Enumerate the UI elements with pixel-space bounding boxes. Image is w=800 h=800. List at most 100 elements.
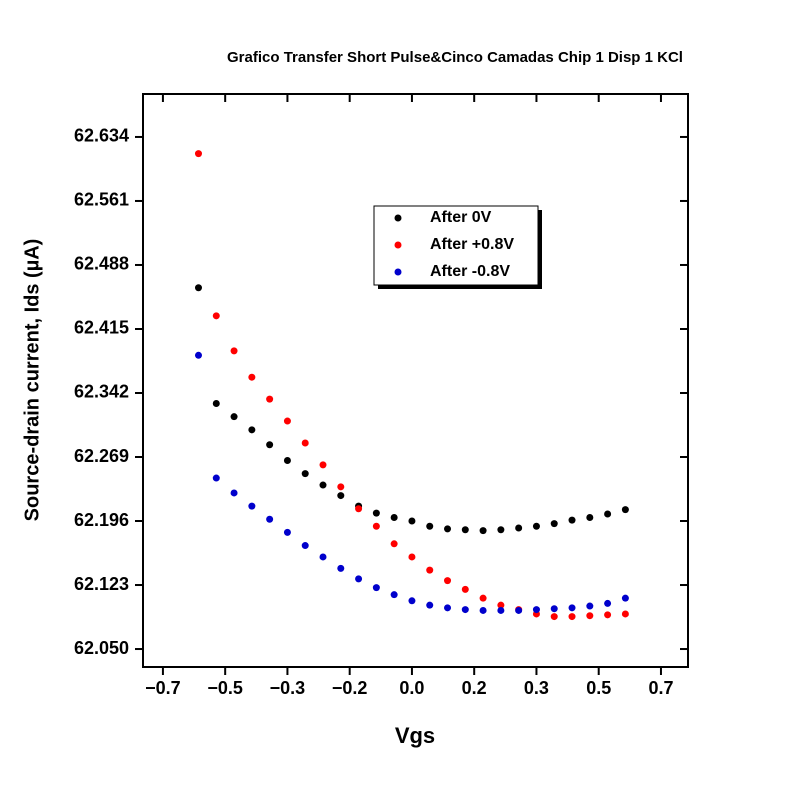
data-point (283, 457, 291, 465)
data-point (194, 284, 202, 292)
data-point (283, 528, 291, 536)
data-point (497, 526, 505, 534)
data-point (426, 522, 434, 530)
data-point (319, 461, 327, 469)
data-point (301, 470, 309, 478)
legend-marker (394, 268, 402, 276)
plot-frame (142, 93, 689, 668)
data-point (248, 426, 256, 434)
data-point (266, 395, 274, 403)
y-tick-label: 62.050 (74, 638, 129, 658)
data-point (532, 606, 540, 614)
x-tick-label: 0.0 (399, 678, 424, 698)
y-axis-label: Source-drain current, Ids (µA) (21, 239, 43, 522)
data-point (550, 605, 558, 613)
data-point (426, 601, 434, 609)
data-point (283, 417, 291, 425)
data-point (621, 506, 629, 514)
data-point (568, 613, 576, 621)
data-point (461, 526, 469, 534)
data-point (479, 594, 487, 602)
data-point (372, 509, 380, 517)
data-point (586, 514, 594, 522)
x-tick-label: −0.7 (145, 678, 181, 698)
legend-label: After -0.8V (430, 263, 510, 280)
x-tick-label: −0.3 (270, 678, 306, 698)
data-point (212, 400, 220, 408)
data-point (621, 594, 629, 602)
data-point (461, 585, 469, 593)
data-point (337, 492, 345, 500)
data-point (301, 542, 309, 550)
data-point (621, 610, 629, 618)
data-point (408, 517, 416, 525)
data-point (408, 597, 416, 605)
data-point (604, 611, 612, 619)
y-tick-label: 62.269 (74, 446, 129, 466)
x-tick-label: 0.7 (648, 678, 673, 698)
data-point (479, 606, 487, 614)
legend-label: After +0.8V (430, 236, 514, 253)
data-point (372, 584, 380, 592)
data-point (319, 553, 327, 561)
data-point (212, 312, 220, 320)
y-tick-label: 62.342 (74, 382, 129, 402)
data-point (515, 524, 523, 532)
data-point (479, 527, 487, 535)
data-point (497, 606, 505, 614)
data-point (337, 564, 345, 572)
data-point (301, 439, 309, 447)
chart-title: Grafico Transfer Short Pulse&Cinco Camad… (227, 49, 683, 66)
data-point (515, 606, 523, 614)
data-point (230, 347, 238, 355)
data-point (532, 522, 540, 530)
data-point (444, 604, 452, 612)
legend-marker (394, 214, 402, 222)
y-tick-label: 62.488 (74, 254, 129, 274)
y-tick-label: 62.123 (74, 574, 129, 594)
data-point (230, 413, 238, 421)
x-tick-label: −0.5 (207, 678, 243, 698)
y-tick-label: 62.415 (74, 318, 129, 338)
data-point (550, 613, 558, 621)
data-point (266, 515, 274, 523)
data-point (319, 481, 327, 489)
data-point (497, 601, 505, 609)
x-tick-label: 0.2 (462, 678, 487, 698)
data-point (586, 612, 594, 620)
x-axis-label: Vgs (395, 723, 435, 748)
legend-label: After 0V (430, 209, 492, 226)
x-tick-label: 0.3 (524, 678, 549, 698)
data-point (390, 514, 398, 522)
data-point (194, 150, 202, 158)
data-point (568, 516, 576, 524)
data-point (248, 502, 256, 510)
data-point (355, 575, 363, 583)
data-point (390, 540, 398, 548)
data-point (426, 566, 434, 574)
y-tick-label: 62.561 (74, 190, 129, 210)
data-point (568, 604, 576, 612)
data-point (355, 505, 363, 513)
data-point (586, 602, 594, 610)
data-point (444, 577, 452, 585)
data-point (230, 489, 238, 497)
data-point (604, 510, 612, 518)
data-point (408, 553, 416, 561)
y-tick-label: 62.634 (74, 126, 129, 146)
data-point (248, 373, 256, 381)
x-tick-label: −0.2 (332, 678, 368, 698)
data-point (266, 441, 274, 449)
data-point (604, 599, 612, 607)
data-point (337, 483, 345, 491)
y-tick-label: 62.196 (74, 510, 129, 530)
data-point (461, 606, 469, 614)
data-point (194, 351, 202, 359)
data-point (390, 591, 398, 599)
data-point (212, 474, 220, 482)
x-tick-label: 0.5 (586, 678, 611, 698)
data-point (444, 525, 452, 533)
data-point (550, 520, 558, 528)
legend-marker (394, 241, 402, 249)
